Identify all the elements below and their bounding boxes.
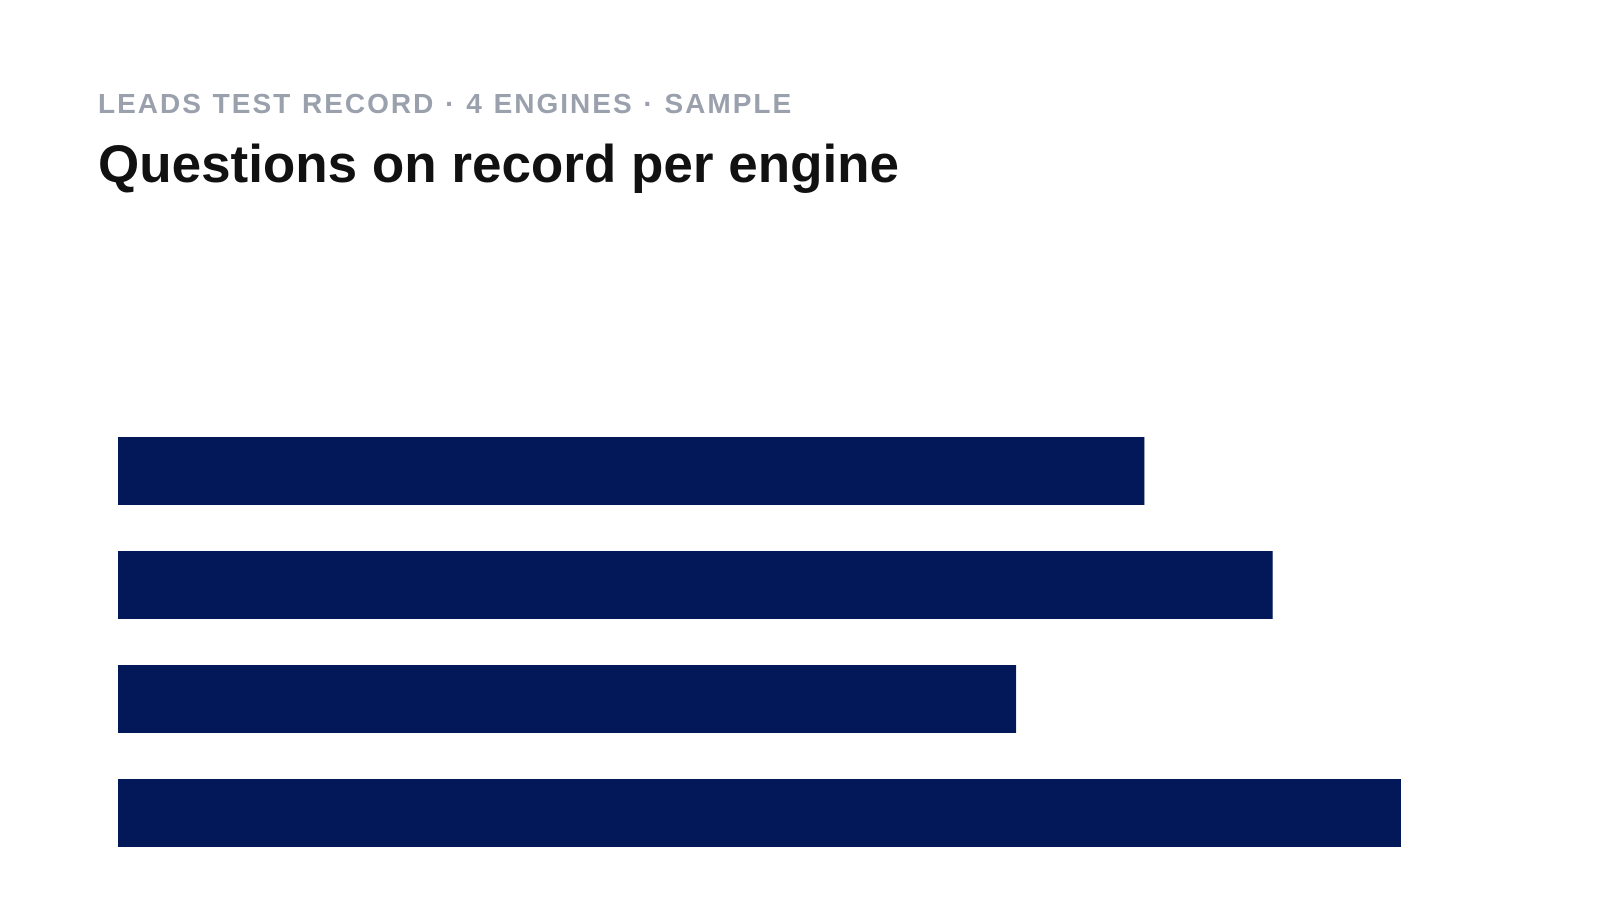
bar [118, 779, 1401, 847]
bar [118, 437, 1145, 505]
chart-subtitle: LEADS TEST RECORD · 4 ENGINES · SAMPLE [98, 88, 794, 119]
bar [118, 551, 1273, 619]
bar [118, 665, 1017, 733]
chart-title: Questions on record per engine [98, 135, 900, 194]
